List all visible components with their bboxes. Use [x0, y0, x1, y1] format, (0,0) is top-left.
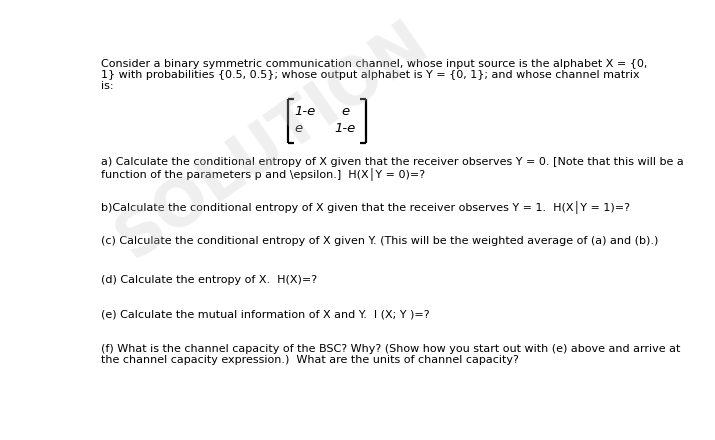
Text: Consider a binary symmetric communication channel, whose input source is the alp: Consider a binary symmetric communicatio… [101, 59, 647, 69]
Text: a) Calculate the conditional entropy of X given that the receiver observes Y = 0: a) Calculate the conditional entropy of … [101, 157, 684, 167]
Text: e: e [341, 105, 350, 118]
Text: SOLUTION: SOLUTION [104, 11, 439, 271]
Text: (e) Calculate the mutual information of X and Y.  I (X; Y )=?: (e) Calculate the mutual information of … [101, 309, 430, 319]
Text: 1-e: 1-e [335, 122, 355, 135]
Text: 1-e: 1-e [295, 105, 316, 118]
Text: e: e [295, 122, 303, 135]
Text: (c) Calculate the conditional entropy of X given Y. (This will be the weighted a: (c) Calculate the conditional entropy of… [101, 236, 659, 246]
Text: function of the parameters p and \epsilon.]  H(X│Y = 0)=?: function of the parameters p and \epsilo… [101, 168, 425, 180]
Text: (f) What is the channel capacity of the BSC? Why? (Show how you start out with (: (f) What is the channel capacity of the … [101, 344, 681, 354]
Text: 1} with probabilities {0.5, 0.5}; whose output alphabet is Y = {0, 1}; and whose: 1} with probabilities {0.5, 0.5}; whose … [101, 70, 640, 80]
Text: (d) Calculate the entropy of X.  H(X)=?: (d) Calculate the entropy of X. H(X)=? [101, 275, 317, 285]
Text: is:: is: [101, 81, 114, 91]
Text: b)Calculate the conditional entropy of X given that the receiver observes Y = 1.: b)Calculate the conditional entropy of X… [101, 202, 630, 214]
Text: the channel capacity expression.)  What are the units of channel capacity?: the channel capacity expression.) What a… [101, 355, 519, 365]
